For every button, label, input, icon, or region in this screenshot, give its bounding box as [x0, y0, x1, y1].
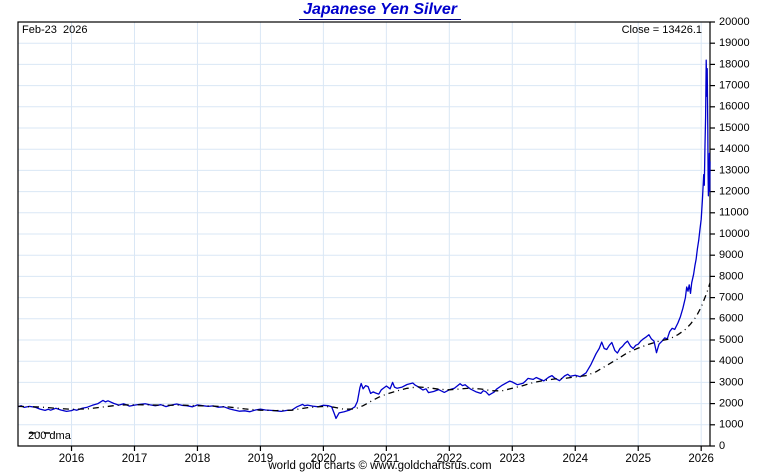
credit-text: world gold charts © www.goldchartsrus.co… [268, 460, 492, 472]
x-tick-label: 2016 [59, 453, 85, 465]
chart-title: Japanese Yen Silver [0, 0, 760, 20]
x-tick-label: 2017 [122, 453, 148, 465]
y-tick-label: 12000 [719, 186, 750, 198]
y-tick-label: 3000 [719, 376, 743, 388]
y-tick-label: 4000 [719, 355, 743, 367]
x-tick-label: 2024 [562, 453, 588, 465]
y-tick-label: 0 [719, 440, 725, 452]
x-tick-label: 2022 [437, 453, 463, 465]
x-tick-label: 2018 [185, 453, 211, 465]
y-tick-label: 13000 [719, 164, 750, 176]
x-tick-label: 2025 [625, 453, 651, 465]
y-tick-label: 17000 [719, 80, 750, 92]
chart-title-text: Japanese Yen Silver [299, 0, 461, 20]
y-tick-label: 11000 [719, 207, 749, 219]
x-tick-label: 2019 [248, 453, 274, 465]
y-tick-label: 16000 [719, 101, 750, 113]
date-label: Feb-23 2026 [22, 24, 88, 36]
close-value-label: Close = 13426.1 [621, 24, 702, 36]
y-tick-label: 8000 [719, 270, 743, 282]
y-tick-label: 10000 [719, 228, 750, 240]
y-tick-label: 15000 [719, 122, 750, 134]
y-tick-label: 20000 [719, 16, 750, 28]
y-tick-label: 9000 [719, 249, 743, 261]
x-tick-label: 2026 [688, 453, 714, 465]
y-tick-label: 18000 [719, 58, 750, 70]
dma-line-series [17, 282, 711, 412]
legend-200dma: 200 dma [28, 430, 71, 442]
y-tick-label: 5000 [719, 334, 743, 346]
y-tick-label: 14000 [719, 143, 750, 155]
price-line-series [17, 59, 711, 420]
y-tick-label: 19000 [719, 37, 750, 49]
x-tick-label: 2020 [311, 453, 337, 465]
x-tick-label: 2021 [374, 453, 400, 465]
y-tick-label: 7000 [719, 292, 743, 304]
y-tick-label: 1000 [719, 419, 743, 431]
y-tick-label: 2000 [719, 398, 743, 410]
y-tick-label: 6000 [719, 313, 743, 325]
x-tick-label: 2023 [499, 453, 525, 465]
dash-dot-line-sample [29, 432, 55, 434]
